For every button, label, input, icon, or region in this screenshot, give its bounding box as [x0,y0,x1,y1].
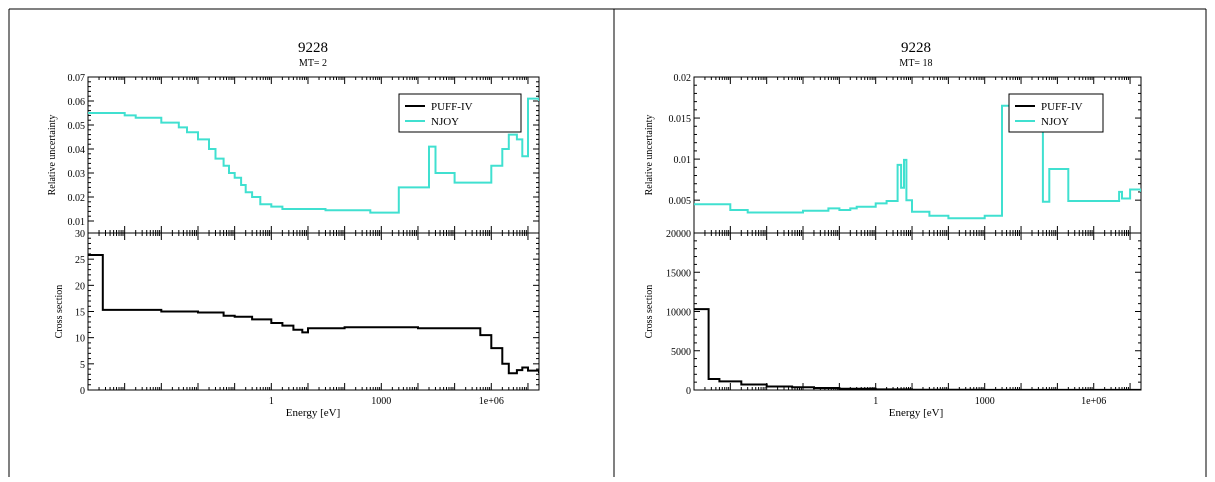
y-tick-label: 15 [75,308,85,319]
x-tick-label: 1 [873,396,878,407]
y-tick-label: 30 [75,229,85,240]
y-tick-label: 10 [75,334,85,345]
y-axis-label: Relative uncertainty [47,115,58,196]
y-tick-label: 15000 [666,268,691,279]
legend: PUFF-IV NJOY [1008,93,1104,133]
series-line-njoy [88,97,539,214]
legend-label: PUFF-IV [1041,101,1083,113]
panel-bottom: 0 5 10 15 20 25 30 Cross section [54,229,540,397]
chart-subtitle: MT= 2 [299,58,327,69]
y-tick-label: 0.01 [674,155,692,166]
x-tick-label: 1 [269,396,274,407]
chart-subtitle: MT= 18 [899,58,932,69]
series-line-puff-iv [694,308,1141,390]
series-line-puff-iv [88,254,539,375]
y-tick-label: 0.07 [68,73,86,84]
chart-title: 9228 [901,40,931,56]
y-tick-label: 0.02 [68,193,86,204]
plot-frame [87,232,540,391]
plot-frame [693,232,1142,391]
x-tick-label: 1000 [371,396,391,407]
y-tick-label: 0.015 [669,114,692,125]
y-tick-label: 0.02 [674,73,692,84]
y-tick-label: 0 [80,386,85,397]
y-axis-label: Relative uncertainty [644,115,655,196]
y-tick-label: 0 [686,386,691,397]
y-tick-label: 0.01 [68,217,86,228]
y-tick-label: 0.05 [68,121,86,132]
series-group [88,97,539,214]
y-axis-label: Cross section [644,285,655,339]
y-tick-label: 0.04 [68,145,86,156]
y-tick-label: 20 [75,281,85,292]
legend-label: NJOY [1041,116,1069,128]
chart-2: 9228 MT= 18 0.005 0.01 0.015 0.02 Relative unc… [644,40,1142,419]
legend-label: NJOY [431,116,459,128]
x-axis-label: Energy [eV] [889,407,943,419]
y-tick-label: 20000 [666,229,691,240]
y-tick-label: 25 [75,255,85,266]
y-tick-label: 5000 [671,347,691,358]
series-line-njoy [694,104,1141,220]
y-tick-label: 5 [80,360,85,371]
series-group [694,104,1141,220]
legend-box [1008,93,1104,133]
panel-top: 0.005 0.01 0.015 0.02 Relative uncertainty [644,73,1142,234]
legend-box [398,93,522,133]
chart-1: 9228 MT= 2 0.01 0.02 0.03 0.04 0.05 0.06 0.07 Rel… [47,40,540,419]
x-tick-label: 1e+06 [479,396,504,407]
chart-title: 9228 [298,40,328,56]
series-group [88,254,539,375]
legend-label: PUFF-IV [431,101,473,113]
x-tick-label: 1e+06 [1081,396,1106,407]
x-axis-label: Energy [eV] [286,407,340,419]
y-tick-label: 0.06 [68,97,86,108]
y-tick-label: 0.005 [669,196,692,207]
y-axis-label: Cross section [54,285,65,339]
panel-bottom: 0 5000 10000 15000 20000 Cross section [644,229,1142,397]
series-group [694,308,1141,390]
y-tick-label: 0.03 [68,169,86,180]
legend: PUFF-IV NJOY [398,93,522,133]
y-tick-label: 10000 [666,308,691,319]
x-tick-label: 1000 [975,396,995,407]
